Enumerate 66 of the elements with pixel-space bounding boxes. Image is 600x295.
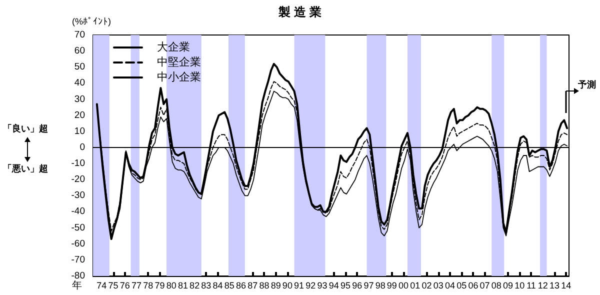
x-tick-label: 93 xyxy=(317,280,328,290)
y-tick-label: -30 xyxy=(71,190,85,202)
x-axis-title: 年 xyxy=(72,280,82,292)
x-tick-label: 82 xyxy=(190,280,200,290)
x-tick-label: 14 xyxy=(561,280,572,290)
y-tick-label: 50 xyxy=(74,62,85,73)
text: 「良い」超 xyxy=(3,124,48,134)
x-tick-label: 07 xyxy=(480,280,490,290)
y-tick-label: 40 xyxy=(74,78,85,89)
chart-title: 製 造 業 xyxy=(278,5,322,19)
legend-label: 中小企業 xyxy=(157,70,201,84)
y-axis-title: (%ﾎﾟｲﾝﾄ) xyxy=(72,16,111,26)
y-tick-label: 0 xyxy=(80,142,85,153)
x-tick-label: 91 xyxy=(294,280,304,290)
x-tick-label: 78 xyxy=(143,280,154,290)
x-tick-label: 04 xyxy=(444,280,455,290)
y-tick-label: -70 xyxy=(71,254,85,266)
x-tick-label: 83 xyxy=(201,280,212,290)
y-tick-label: -40 xyxy=(71,206,85,218)
legend-label: 大企業 xyxy=(157,40,190,54)
x-tick-label: 84 xyxy=(212,280,223,290)
legend-label: 中堅企業 xyxy=(157,56,201,68)
y-tick-label: -80 xyxy=(71,270,85,282)
y-tick-label: 20 xyxy=(74,110,85,121)
x-tick-label: 03 xyxy=(433,280,444,290)
x-tick-label: 13 xyxy=(549,280,560,290)
x-tick-label: 10 xyxy=(514,280,525,290)
y-tick-label: -10 xyxy=(71,158,85,170)
y-tick-label: 30 xyxy=(74,94,85,105)
y-tick-label: 70 xyxy=(74,30,85,40)
x-tick-label: 92 xyxy=(306,280,316,290)
x-tick-label: 74 xyxy=(96,280,107,290)
text: 予測 xyxy=(577,80,596,90)
x-tick-label: 87 xyxy=(248,280,258,290)
x-tick-label: 90 xyxy=(282,280,292,290)
x-tick-label: 08 xyxy=(491,280,502,290)
x-tick-label: 11 xyxy=(526,280,536,290)
x-tick-label: 86 xyxy=(236,280,246,290)
x-tick-label: 85 xyxy=(224,280,234,290)
x-tick-label: 75 xyxy=(108,280,118,290)
y-tick-label: 10 xyxy=(74,126,85,137)
x-tick-label: 88 xyxy=(259,280,270,290)
x-tick-label: 02 xyxy=(422,280,432,290)
x-tick-label: 96 xyxy=(352,280,362,290)
x-tick-label: 09 xyxy=(503,280,514,290)
x-tick-label: 05 xyxy=(456,280,467,290)
text: 「悪い」超 xyxy=(3,164,48,174)
x-tick-label: 79 xyxy=(154,280,165,290)
y-tick-label: -60 xyxy=(71,238,85,250)
x-tick-label: 12 xyxy=(538,280,548,290)
x-tick-label: 95 xyxy=(340,280,350,290)
x-tick-label: 80 xyxy=(166,280,176,290)
x-tick-label: 97 xyxy=(364,280,374,290)
y-tick-label: 60 xyxy=(74,46,85,57)
x-tick-label: 77 xyxy=(132,280,142,290)
x-tick-label: 06 xyxy=(468,280,478,290)
y-tick-label: -20 xyxy=(71,174,85,186)
x-tick-label: 76 xyxy=(120,280,130,290)
x-tick-label: 01 xyxy=(410,280,420,290)
x-tick-label: 89 xyxy=(270,280,281,290)
x-tick-label: 00 xyxy=(398,280,409,290)
y-tick-label: -50 xyxy=(71,222,85,234)
x-tick-label: 81 xyxy=(178,280,188,290)
x-tick-label: 94 xyxy=(328,280,339,290)
x-tick-label: 98 xyxy=(375,280,386,290)
x-tick-label: 99 xyxy=(386,280,397,290)
